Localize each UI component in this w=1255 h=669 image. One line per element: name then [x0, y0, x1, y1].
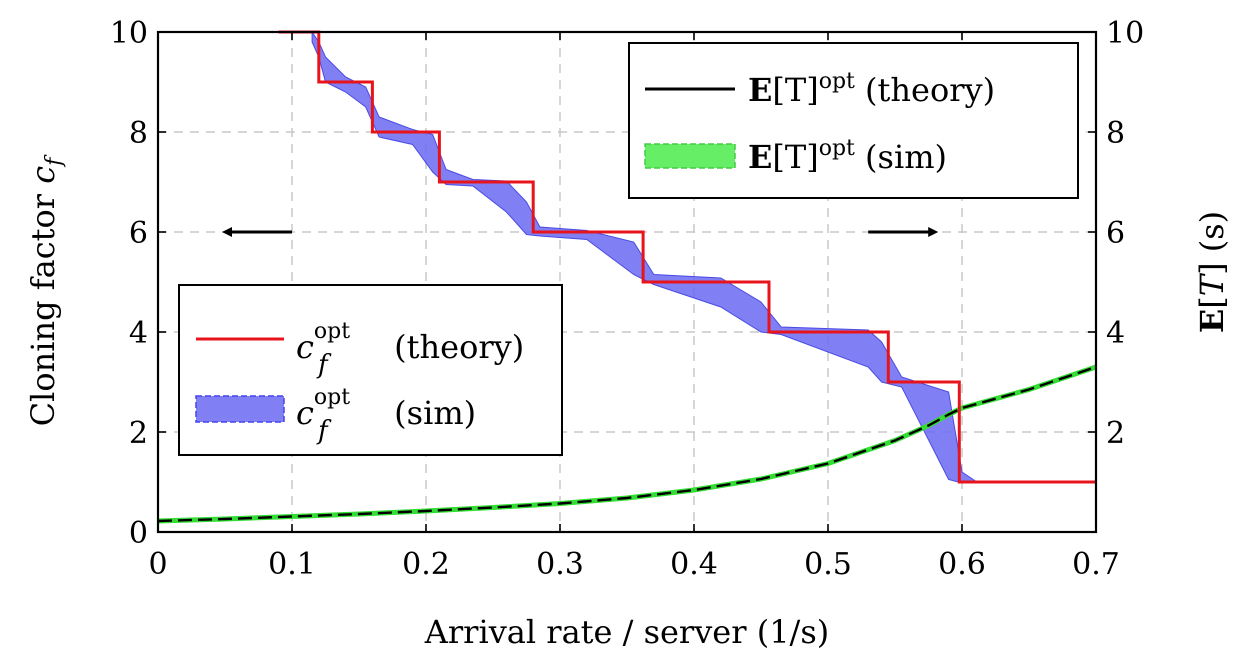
- y-axis-left-title-sub: f: [42, 154, 67, 168]
- legend-label-et-sim: E[T]opt (sim): [748, 136, 947, 176]
- legend-label-cf-sim: copt f (sim): [296, 385, 476, 446]
- x-tick-label: 0: [148, 547, 167, 582]
- y-axis-right-title-e: E: [1193, 309, 1231, 333]
- legend-right: E[T]opt (theory) E[T]opt (sim): [628, 42, 1079, 199]
- series-layer: [157, 30, 1097, 524]
- x-tick-label: 0.5: [804, 547, 852, 582]
- y-left-tick-label: 4: [129, 316, 148, 351]
- x-tick-label: 0.6: [938, 547, 986, 582]
- axes-ticks: [157, 31, 1097, 533]
- y-right-tick-label: 4: [1106, 316, 1125, 351]
- y-right-tick-label: 2: [1106, 416, 1125, 451]
- legend-swatch-et-sim: [644, 143, 736, 169]
- x-tick-label: 0.4: [670, 547, 718, 582]
- legend-left: copt f (theory) copt f (sim): [178, 284, 563, 456]
- x-tick-label: 0.3: [536, 547, 584, 582]
- y-left-tick-label: 8: [129, 116, 148, 151]
- x-axis-title: Arrival rate / server (1/s): [424, 613, 829, 651]
- y-axis-right-title-t: T: [1193, 272, 1231, 296]
- y-left-tick-label: 6: [129, 216, 148, 251]
- legend-swatch-cf-sim: [195, 395, 285, 423]
- y-right-tick-label: 6: [1106, 216, 1125, 251]
- x-tick-label: 0.2: [402, 547, 450, 582]
- legend-label-et-theory: E[T]opt (theory): [748, 69, 995, 109]
- plot-frame: [156, 30, 1098, 534]
- y-right-tick-label: 8: [1106, 116, 1125, 151]
- series-e-t-opt-theory: [157, 365, 1097, 523]
- y-axis-right-title-rest: ] (s): [1193, 211, 1231, 275]
- y-axis-left-title-var: c: [24, 166, 62, 184]
- tick-labels: 0 0.1 0.2 0.3 0.4 0.5 0.6 0.7 0 2 4 6 8 10 2 4 6 8 10: [110, 16, 1144, 582]
- x-tick-label: 0.1: [268, 547, 316, 582]
- x-tick-label: 0.7: [1072, 547, 1120, 582]
- y-left-tick-label: 10: [110, 16, 148, 51]
- y-axis-left-title-text: Cloning factor: [24, 184, 62, 427]
- legend-left-box: [178, 284, 563, 456]
- y-axis-right-title: E[T] (s): [1193, 211, 1231, 333]
- legend-label-cf-theory: copt f (theory): [296, 319, 524, 380]
- legend-right-box: [628, 42, 1079, 199]
- series-c-f-opt-theory: [278, 30, 1096, 484]
- y-left-tick-label: 0: [129, 516, 148, 551]
- y-axis-left-title: Cloning factor cf: [24, 154, 67, 426]
- y-right-tick-label: 10: [1106, 16, 1144, 51]
- y-left-tick-label: 2: [129, 416, 148, 451]
- y-axis-right-title-open: [: [1193, 296, 1231, 308]
